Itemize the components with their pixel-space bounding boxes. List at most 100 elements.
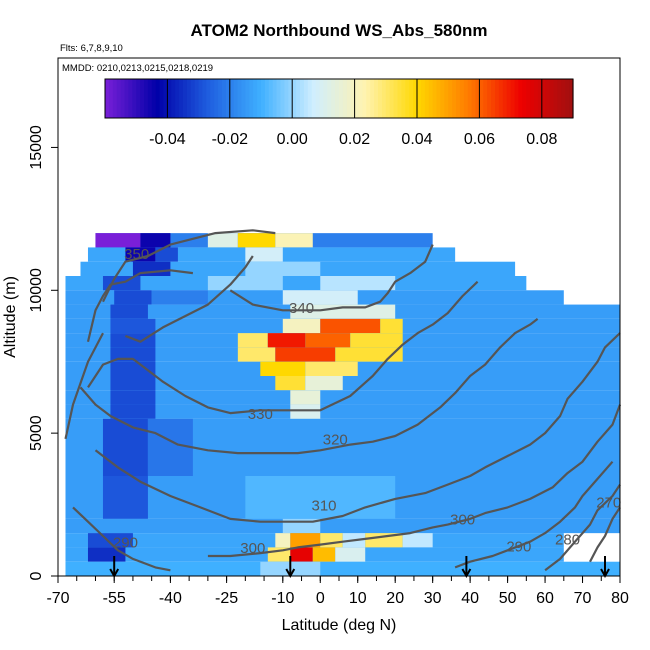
heatmap-cell-53 xyxy=(290,404,321,419)
colorbar-segment-86 xyxy=(440,79,445,118)
x-axis: -70 -55 -40 -25 -10 0 10 20 30 40 50 60 70 80 xyxy=(46,576,629,607)
heatmap-cell-58 xyxy=(102,476,148,519)
colorbar-segment-71 xyxy=(381,79,387,118)
colorbar-segment-103 xyxy=(506,79,512,118)
contour-lines xyxy=(64,229,622,572)
colorbar-tick-label-6: 0.08 xyxy=(526,131,557,148)
colorbar-segment-2 xyxy=(112,79,118,118)
colorbar-segment-34 xyxy=(237,79,243,118)
colorbar-segment-56 xyxy=(323,79,328,118)
contour-280-11 xyxy=(544,483,621,572)
colorbar-segment-110 xyxy=(534,79,539,118)
y-tick-label-3: 15000 xyxy=(28,125,45,170)
colorbar-segment-22 xyxy=(190,79,196,118)
colorbar-segment-12 xyxy=(151,79,157,118)
colorbar-segment-114 xyxy=(549,79,555,118)
colorbar-segment-115 xyxy=(553,79,558,118)
x-tick-label-4: -10 xyxy=(271,590,294,607)
x-tick-label-8: 30 xyxy=(424,590,442,607)
colorbar-segment-15 xyxy=(163,79,168,118)
colorbar-segment-72 xyxy=(385,79,391,118)
y-tick-label-0: 0 xyxy=(28,571,45,580)
heatmap-cell-60 xyxy=(65,518,620,534)
colorbar-segment-107 xyxy=(522,79,527,118)
contour-330-4 xyxy=(64,332,104,440)
y-axis-label: Altitude (m) xyxy=(2,276,19,358)
colorbar-segment-49 xyxy=(296,79,301,118)
colorbar-segment-92 xyxy=(463,79,469,118)
colorbar-segment-14 xyxy=(159,79,165,118)
colorbar-segment-39 xyxy=(257,79,262,118)
heatmap-cell-19 xyxy=(151,290,208,305)
x-tick-label-11: 60 xyxy=(536,590,554,607)
colorbar-segment-97 xyxy=(483,79,488,118)
colorbar-segment-41 xyxy=(264,79,270,118)
x-tick-label-2: -40 xyxy=(159,590,182,607)
heatmap-cell-27 xyxy=(320,318,381,334)
heatmap-cell-9 xyxy=(245,247,283,262)
colorbar-segment-117 xyxy=(561,79,566,118)
colorbar-segment-20 xyxy=(183,79,188,118)
heatmap-cell-45 xyxy=(110,376,156,391)
heatmap-cell-1 xyxy=(95,233,141,248)
colorbar-segment-90 xyxy=(456,79,461,118)
colorbar-segment-27 xyxy=(210,79,215,118)
heatmap-cell-59 xyxy=(245,476,396,519)
contour-label-290-8: 290 xyxy=(506,539,531,556)
heatmap-cell-33 xyxy=(305,333,351,348)
colorbar-segment-58 xyxy=(331,79,336,118)
colorbar-segment-65 xyxy=(358,79,363,118)
colorbar-segment-50 xyxy=(300,79,305,118)
colorbar-segment-32 xyxy=(229,79,235,118)
contour-label-320-3: 320 xyxy=(323,432,348,449)
colorbar-segment-25 xyxy=(202,79,207,118)
colorbar-segment-78 xyxy=(409,79,414,118)
colorbar-segment-80 xyxy=(417,79,422,118)
colorbar-segment-5 xyxy=(124,79,129,118)
contour-label-350-0: 350 xyxy=(124,246,149,263)
colorbar-segment-18 xyxy=(175,79,180,118)
x-tick-label-6: 10 xyxy=(349,590,367,607)
heatmap-cell-50 xyxy=(290,390,321,405)
colorbar-segment-28 xyxy=(214,79,219,118)
heatmap-cell-3 xyxy=(207,233,238,248)
contour-320-6 xyxy=(79,318,539,455)
heatmap-cell-37 xyxy=(237,347,276,362)
colorbar-segment-42 xyxy=(268,79,274,118)
heatmap-cell-52 xyxy=(110,404,156,419)
colorbar-tick-label-3: 0.02 xyxy=(339,131,370,148)
colorbar-segment-52 xyxy=(307,79,313,118)
heatmap-cell-74 xyxy=(312,547,336,562)
colorbar-segment-29 xyxy=(218,79,223,118)
colorbar-segment-106 xyxy=(518,79,523,118)
heatmap-cell-32 xyxy=(267,333,306,348)
colorbar-segment-63 xyxy=(350,79,356,118)
colorbar-segment-0 xyxy=(105,79,110,118)
colorbar-segment-16 xyxy=(167,79,172,118)
colorbar-segment-89 xyxy=(452,79,457,118)
colorbar-tick-label-5: 0.06 xyxy=(464,131,495,148)
heatmap-cells xyxy=(65,233,620,576)
contour-label-330-2: 330 xyxy=(248,406,273,423)
colorbar-segment-112 xyxy=(541,79,547,118)
heatmap-cell-64 xyxy=(275,533,291,548)
heatmap-cell-23 xyxy=(290,304,396,319)
colorbar-segment-17 xyxy=(171,79,176,118)
colorbar: -0.04 -0.02 0.00 0.02 0.04 0.06 0.08 xyxy=(104,78,574,148)
heatmap-cell-20 xyxy=(282,290,358,305)
heatmap-cell-66 xyxy=(320,533,343,548)
colorbar-segment-102 xyxy=(502,79,508,118)
colorbar-segment-9 xyxy=(140,79,145,118)
colorbar-segment-35 xyxy=(241,79,246,118)
colorbar-segment-40 xyxy=(261,79,266,118)
colorbar-segment-30 xyxy=(222,79,227,118)
colorbar-tick-label-2: 0.00 xyxy=(277,131,308,148)
heatmap-cell-4 xyxy=(237,233,276,248)
colorbar-segment-95 xyxy=(475,79,480,118)
heatmap-cell-28 xyxy=(380,318,403,334)
y-axis: 0 5000 10000 15000 xyxy=(28,125,58,580)
x-tick-label-9: 40 xyxy=(461,590,479,607)
y-tick-label-1: 5000 xyxy=(28,415,45,451)
colorbar-segment-47 xyxy=(288,79,293,118)
